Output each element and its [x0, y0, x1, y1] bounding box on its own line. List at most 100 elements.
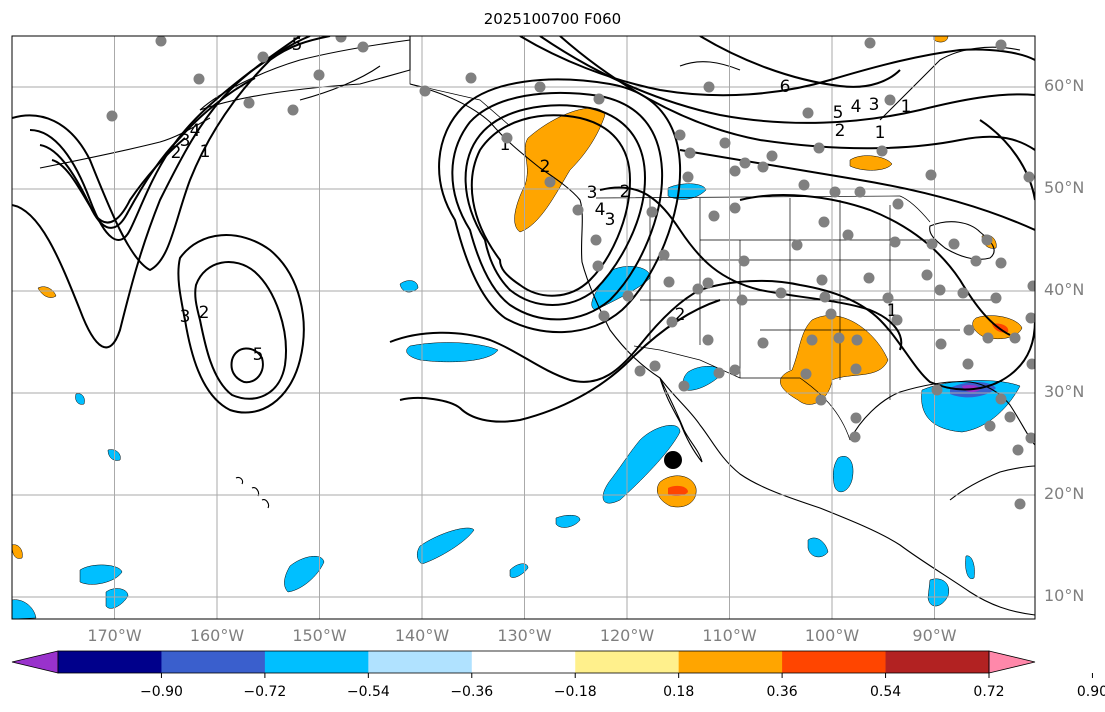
- station-dot: [816, 274, 828, 286]
- station-dot: [313, 69, 325, 81]
- station-dot: [829, 186, 841, 198]
- station-dot: [692, 283, 704, 295]
- station-dot: [757, 161, 769, 173]
- contour-line: [51, 137, 186, 224]
- contour-value-label: 2: [620, 182, 631, 202]
- station-dot: [876, 145, 888, 157]
- station-dot: [590, 234, 602, 246]
- contour-line: [177, 234, 305, 414]
- station-dot: [925, 169, 937, 181]
- station-dot: [593, 93, 605, 105]
- great-lakes: [929, 221, 995, 260]
- contour-value-label: 3: [587, 183, 598, 203]
- contour-line: [470, 114, 632, 297]
- station-dot: [884, 94, 896, 106]
- station-dot: [935, 338, 947, 350]
- contour-value-label: 2: [540, 157, 551, 177]
- station-dot: [981, 234, 993, 246]
- station-dot: [739, 157, 751, 169]
- station-dot: [1009, 332, 1021, 344]
- longitude-label: 140°W: [394, 626, 450, 645]
- station-dot: [634, 365, 646, 377]
- station-dot: [708, 210, 720, 222]
- station-dot: [703, 81, 715, 93]
- colorbar-tick-label: −0.18: [553, 684, 597, 700]
- contour-line: [230, 347, 264, 384]
- station-dot: [963, 324, 975, 336]
- station-dot: [825, 308, 837, 320]
- colorbar-segment: [782, 651, 887, 673]
- contour-value-label: 4: [851, 97, 862, 117]
- station-dot: [995, 39, 1007, 51]
- latitude-label: 50°N: [1044, 178, 1085, 197]
- positive-anomaly-area: [514, 107, 606, 233]
- negative-anomaly-area: [555, 515, 581, 528]
- contour-value-label: 1: [875, 123, 886, 143]
- tropical-cyclone-center-marker: [664, 451, 682, 469]
- station-dot: [931, 384, 943, 396]
- station-dot: [806, 334, 818, 346]
- colorbar-segment: [678, 651, 783, 673]
- station-dot: [1026, 358, 1035, 370]
- station-dot: [243, 97, 255, 109]
- colorbar-tick-label: −0.36: [450, 684, 494, 700]
- colorbar-tick-label: −0.54: [346, 684, 390, 700]
- longitude-label: 90°W: [912, 626, 957, 645]
- negative-anomaly-area: [927, 578, 950, 607]
- negative-anomaly-area: [79, 564, 123, 585]
- station-dot: [995, 393, 1007, 405]
- station-dot: [702, 334, 714, 346]
- station-dot: [800, 368, 812, 380]
- station-dot: [738, 255, 750, 267]
- station-dot: [646, 206, 658, 218]
- gulf-coast: [849, 381, 1035, 446]
- colorbar-frame: [57, 650, 990, 674]
- station-dot: [819, 291, 831, 303]
- contour-line: [12, 36, 301, 349]
- negative-anomaly-area: [509, 563, 529, 578]
- station-dot: [736, 294, 748, 306]
- colorbar-segment: [58, 651, 162, 673]
- station-dot: [544, 176, 556, 188]
- contour-line: [599, 186, 903, 351]
- contour-line: [389, 279, 1035, 391]
- station-dot: [719, 137, 731, 149]
- station-dot: [982, 332, 994, 344]
- station-dot: [1004, 411, 1016, 423]
- contour-value-label: 6: [780, 77, 791, 97]
- aleutian-islands: [39, 117, 211, 169]
- contour-value-label: 3: [605, 210, 616, 230]
- contour-value-label: 3: [180, 131, 191, 151]
- contour-value-label: 3: [180, 307, 191, 327]
- station-dot: [842, 229, 854, 241]
- station-dot: [678, 380, 690, 392]
- station-dot: [995, 257, 1007, 269]
- colorbar-tick-label: 0.72: [973, 684, 1005, 700]
- station-dot: [850, 412, 862, 424]
- contour-value-label: 4: [595, 200, 606, 220]
- colorbar-segment: [885, 651, 990, 673]
- station-dot: [864, 37, 876, 49]
- station-markers: [106, 36, 1035, 510]
- strong-positive-anomaly-area: [668, 485, 688, 497]
- contour-value-label: 1: [500, 135, 511, 155]
- contour-value-label: 1: [901, 97, 912, 117]
- station-dot: [729, 364, 741, 376]
- station-dot: [622, 290, 634, 302]
- alaska-canada-border: [409, 36, 511, 127]
- negative-anomaly-area: [965, 555, 975, 580]
- station-dot: [802, 107, 814, 119]
- contour-value-label: 4: [190, 121, 201, 141]
- station-dot: [1012, 444, 1024, 456]
- station-dot: [155, 36, 167, 47]
- contour-line: [12, 36, 331, 272]
- station-dot: [962, 358, 974, 370]
- station-dot: [419, 85, 431, 97]
- station-dot: [889, 236, 901, 248]
- negative-anomaly-area: [12, 599, 37, 619]
- map-frame: [11, 35, 1036, 620]
- station-dot: [921, 269, 933, 281]
- station-dot: [1014, 498, 1026, 510]
- contour-value-label: 5: [253, 345, 264, 365]
- station-dot: [775, 287, 787, 299]
